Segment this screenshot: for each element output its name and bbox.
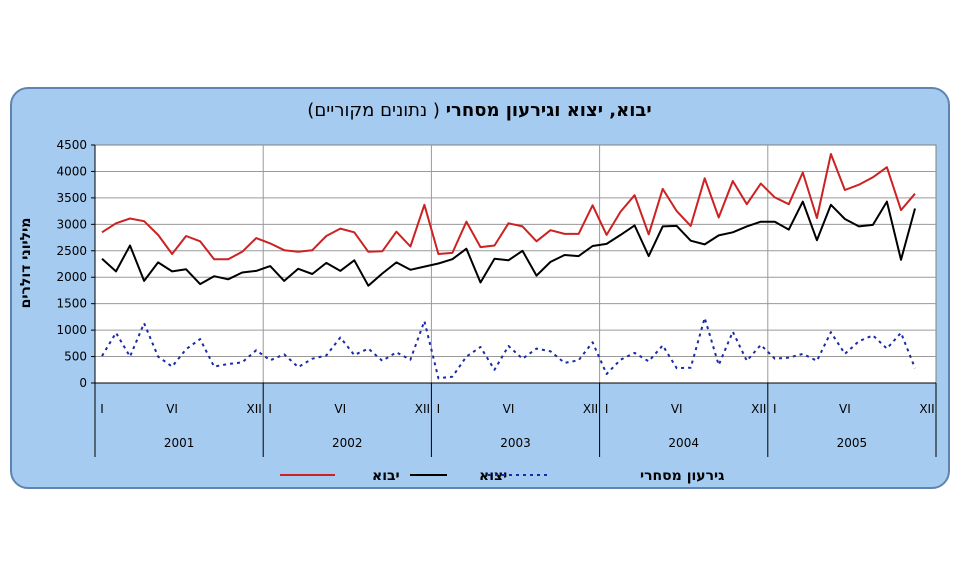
month-tick-label: XII bbox=[415, 402, 430, 416]
y-tick-label: 1000 bbox=[56, 323, 87, 337]
legend-label-1: יצוא bbox=[479, 468, 507, 484]
series-line-1 bbox=[101, 200, 916, 287]
month-tick-label: XII bbox=[247, 402, 262, 416]
month-tick-label: I bbox=[605, 402, 609, 416]
month-tick-label: VI bbox=[166, 402, 178, 416]
y-tick-label: 4000 bbox=[56, 164, 87, 178]
plot-area bbox=[94, 144, 937, 384]
series-line-0 bbox=[101, 153, 916, 261]
y-tick-label: 500 bbox=[64, 350, 87, 364]
month-tick-label: VI bbox=[334, 402, 346, 416]
year-label: 2001 bbox=[164, 436, 195, 450]
chart-title-sub: ( נתונים מקוריים) bbox=[307, 100, 440, 121]
month-tick-label: I bbox=[773, 402, 777, 416]
month-tick-label: VI bbox=[671, 402, 683, 416]
y-tick-label: 4500 bbox=[56, 138, 87, 152]
y-tick-label: 1500 bbox=[56, 297, 87, 311]
series-line-2 bbox=[101, 316, 916, 380]
chart-title-main: יבוא, יצוא וגירעון מסחרי bbox=[445, 100, 652, 121]
year-label: 2002 bbox=[332, 436, 363, 450]
year-label: 2005 bbox=[837, 436, 868, 450]
month-tick-label: I bbox=[437, 402, 441, 416]
legend-label-2: גירעון מסחרי bbox=[640, 468, 724, 484]
month-tick-label: I bbox=[100, 402, 104, 416]
year-label: 2003 bbox=[500, 436, 531, 450]
y-tick-label: 2000 bbox=[56, 270, 87, 284]
y-tick-label: 2500 bbox=[56, 244, 87, 258]
month-tick-label: XII bbox=[919, 402, 934, 416]
month-tick-label: VI bbox=[503, 402, 515, 416]
y-tick-label: 0 bbox=[79, 376, 87, 390]
month-tick-label: I bbox=[268, 402, 272, 416]
y-tick-label: 3000 bbox=[56, 217, 87, 231]
month-tick-label: XII bbox=[583, 402, 598, 416]
y-axis-label: מיליוני דולרים bbox=[18, 218, 34, 309]
chart-title: יבוא, יצוא וגירעון מסחרי ( נתונים מקוריי… bbox=[0, 100, 959, 121]
legend-label-0: יבוא bbox=[372, 468, 400, 484]
month-tick-label: XII bbox=[751, 402, 766, 416]
year-label: 2004 bbox=[668, 436, 699, 450]
y-tick-label: 3500 bbox=[56, 191, 87, 205]
month-tick-label: VI bbox=[839, 402, 851, 416]
